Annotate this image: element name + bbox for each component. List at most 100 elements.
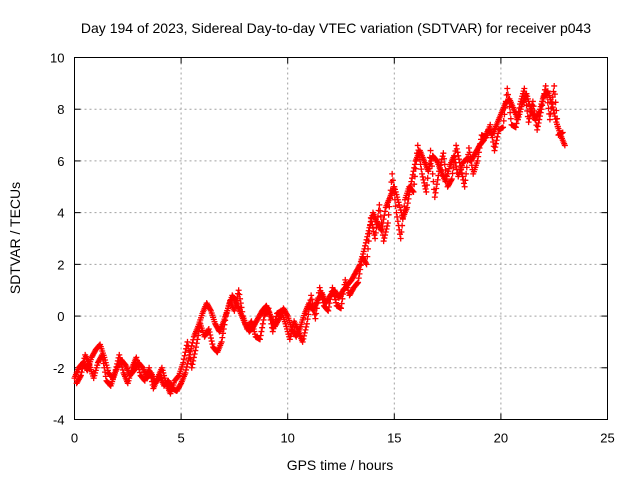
data-point-marker: [526, 115, 533, 122]
data-point-marker: [301, 329, 308, 336]
data-point-marker: [357, 262, 364, 269]
data-point-marker: [188, 364, 195, 371]
data-point-marker: [516, 104, 523, 111]
data-point-marker: [455, 152, 462, 159]
data-point-marker: [183, 366, 190, 373]
data-point-marker: [113, 363, 120, 370]
y-axis-label: SDTVAR / TECUs: [7, 182, 23, 294]
data-point-marker: [331, 293, 338, 300]
data-point-marker: [383, 226, 390, 233]
axis-ticks: 0 5 10 15 20 25 -4 -2 0 2 4 6 8 10: [50, 51, 615, 446]
data-point-marker: [394, 218, 401, 225]
y-tick-label: 8: [57, 102, 64, 117]
data-point-marker: [416, 151, 423, 158]
y-tick-label: 10: [50, 51, 64, 66]
data-point-marker: [441, 161, 448, 168]
data-point-marker: [381, 235, 388, 242]
x-tick-label: 25: [600, 431, 614, 446]
data-point-marker: [405, 195, 412, 202]
data-point-marker: [333, 299, 340, 306]
data-point-marker: [547, 110, 554, 117]
data-point-marker: [102, 373, 109, 380]
data-point-marker: [119, 366, 126, 373]
data-point-marker: [377, 207, 384, 214]
data-point-marker: [286, 336, 293, 343]
data-point-marker: [390, 183, 397, 190]
data-point-marker: [552, 99, 559, 106]
data-point-marker: [118, 360, 125, 367]
data-point-marker: [184, 338, 191, 345]
data-point-marker: [257, 332, 264, 339]
data-point-marker: [416, 156, 423, 163]
data-point-marker: [364, 233, 371, 240]
data-point-marker: [459, 173, 466, 180]
data-point-marker: [507, 115, 514, 122]
data-point-marker: [502, 104, 509, 111]
data-point-marker: [208, 338, 215, 345]
data-point-marker: [355, 275, 362, 282]
data-point-marker: [460, 180, 467, 187]
data-point-marker: [302, 326, 309, 333]
data-point-marker: [363, 261, 370, 268]
data-point-marker: [551, 91, 558, 98]
data-point-marker: [522, 96, 529, 103]
data-point-marker: [367, 214, 374, 221]
data-point-marker: [183, 342, 190, 349]
data-point-marker: [192, 347, 199, 354]
data-point-marker: [500, 124, 507, 131]
data-point-marker: [425, 168, 432, 175]
data-point-marker: [194, 336, 201, 343]
data-point-marker: [209, 341, 216, 348]
data-point-marker: [538, 106, 545, 113]
data-point-marker: [438, 159, 445, 166]
data-point-marker: [207, 332, 214, 339]
data-point-marker: [432, 189, 439, 196]
data-point-marker: [80, 362, 87, 369]
data-point-marker: [310, 304, 317, 311]
data-point-marker: [391, 190, 398, 197]
data-point-marker: [315, 294, 322, 301]
data-point-marker: [463, 170, 470, 177]
data-point-marker: [362, 260, 369, 267]
data-point-marker: [273, 313, 280, 320]
data-point-marker: [146, 368, 153, 375]
data-point-marker: [419, 170, 426, 177]
data-point-marker: [316, 284, 323, 291]
data-point-marker: [271, 322, 278, 329]
data-point-marker: [477, 140, 484, 147]
data-point-marker: [404, 204, 411, 211]
y-tick-label: 2: [57, 257, 64, 272]
data-point-marker: [468, 157, 475, 164]
data-point-marker: [404, 200, 411, 207]
data-point-marker: [554, 123, 561, 130]
data-point-marker: [387, 187, 394, 194]
data-point-marker: [418, 166, 425, 173]
data-point-marker: [338, 305, 344, 312]
data-point-marker: [465, 145, 472, 151]
data-point-marker: [428, 163, 435, 170]
data-point-marker: [417, 161, 424, 168]
data-point-marker: [272, 316, 279, 323]
x-tick-label: 15: [387, 431, 401, 446]
data-point-marker: [546, 116, 553, 123]
data-point-marker: [205, 326, 212, 332]
x-tick-label: 5: [177, 431, 184, 446]
data-point-marker: [77, 373, 84, 380]
data-point-marker: [313, 305, 320, 312]
data-point-marker: [312, 315, 319, 322]
data-point-marker: [326, 300, 333, 307]
data-point-marker: [448, 176, 455, 183]
data-point-marker: [423, 182, 430, 189]
data-point-marker: [362, 242, 369, 249]
data-point-marker: [442, 166, 449, 173]
data-point-marker: [271, 319, 278, 326]
data-point-marker: [530, 103, 537, 110]
data-point-marker: [434, 176, 441, 183]
data-point-marker: [181, 352, 188, 359]
data-point-marker: [443, 172, 450, 179]
data-point-marker: [193, 344, 200, 351]
data-point-marker: [458, 169, 465, 176]
data-point-marker: [504, 85, 511, 92]
y-tick-label: -2: [53, 361, 65, 376]
